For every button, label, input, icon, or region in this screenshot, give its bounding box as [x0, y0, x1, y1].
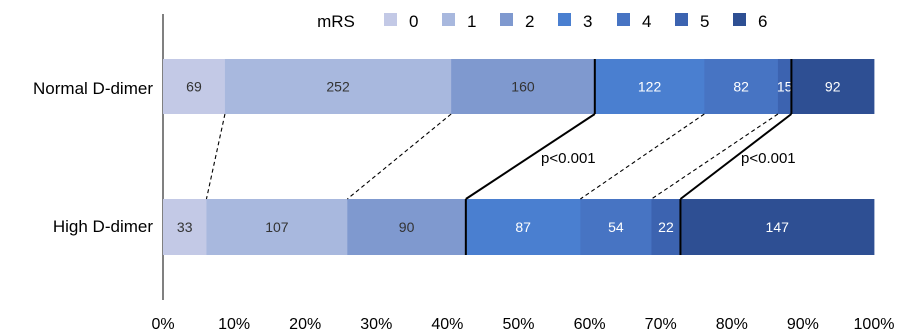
x-tick-label: 30% — [360, 316, 392, 333]
connector-line — [205, 113, 226, 200]
data-label: 33 — [177, 219, 193, 235]
data-label: 22 — [658, 219, 674, 235]
data-label: 122 — [638, 79, 662, 95]
bar-segment-normal-mrs-4 — [704, 59, 779, 114]
data-label: 147 — [766, 219, 790, 235]
data-label: 69 — [186, 79, 202, 95]
legend-swatch-mrs-6 — [733, 13, 746, 26]
bar-segment-normal-mrs-1 — [224, 59, 452, 114]
legend-label: 3 — [583, 12, 592, 31]
bar-segment-normal-mrs-2 — [451, 59, 596, 114]
connector-line — [651, 113, 779, 200]
x-tick-label: 60% — [574, 316, 606, 333]
data-label: 15 — [777, 79, 793, 95]
legend-swatch-mrs-1 — [442, 13, 455, 26]
legend-label: 2 — [525, 12, 534, 31]
x-tick-label: 90% — [787, 316, 819, 333]
connector-line — [346, 113, 452, 200]
bar-segment-high-mrs-3 — [465, 199, 581, 255]
significance-connector-line — [465, 113, 596, 200]
legend-label: 0 — [409, 12, 418, 31]
bar-segment-high-mrs-5 — [651, 199, 681, 255]
p-value-annotation: p<0.001 — [741, 150, 796, 167]
bar-segment-high-mrs-1 — [206, 199, 348, 255]
p-value-annotation: p<0.001 — [541, 150, 596, 167]
bar-segment-high-mrs-4 — [580, 199, 652, 255]
connector-line — [580, 113, 705, 200]
legend-label: 4 — [642, 12, 651, 31]
legend-swatch-mrs-2 — [500, 13, 513, 26]
x-tick-label: 20% — [289, 316, 321, 333]
legend-title: mRS — [317, 12, 355, 31]
data-label: 107 — [265, 219, 289, 235]
legend-swatch-mrs-4 — [617, 13, 630, 26]
x-tick-label: 10% — [218, 316, 250, 333]
x-tick-label: 80% — [716, 316, 748, 333]
data-label: 252 — [326, 79, 350, 95]
bar-segment-high-mrs-2 — [347, 199, 467, 255]
legend-label: 1 — [467, 12, 476, 31]
data-label: 82 — [733, 79, 749, 95]
category-label: Normal D-dimer — [33, 79, 153, 98]
bar-segment-normal-mrs-0 — [163, 59, 226, 114]
x-tick-label: 70% — [645, 316, 677, 333]
bar-segment-normal-mrs-3 — [594, 59, 705, 114]
bar-segment-normal-mrs-6 — [791, 59, 875, 114]
data-label: 87 — [515, 219, 531, 235]
significance-connector-line — [679, 113, 793, 200]
legend-swatch-mrs-5 — [675, 13, 688, 26]
bar-segment-high-mrs-0 — [163, 199, 207, 255]
legend-swatch-mrs-0 — [384, 13, 397, 26]
bar-segment-high-mrs-6 — [680, 199, 875, 255]
category-label: High D-dimer — [53, 217, 153, 236]
x-tick-label: 0% — [151, 316, 174, 333]
legend-label: 5 — [700, 12, 709, 31]
data-label: 90 — [399, 219, 415, 235]
x-tick-label: 50% — [502, 316, 534, 333]
data-label: 54 — [608, 219, 624, 235]
x-tick-label: 40% — [431, 316, 463, 333]
legend-swatch-mrs-3 — [558, 13, 571, 26]
data-label: 92 — [825, 79, 841, 95]
data-label: 160 — [511, 79, 535, 95]
bar-segment-normal-mrs-5 — [777, 59, 792, 114]
x-tick-label: 100% — [854, 316, 895, 333]
legend-label: 6 — [758, 12, 767, 31]
